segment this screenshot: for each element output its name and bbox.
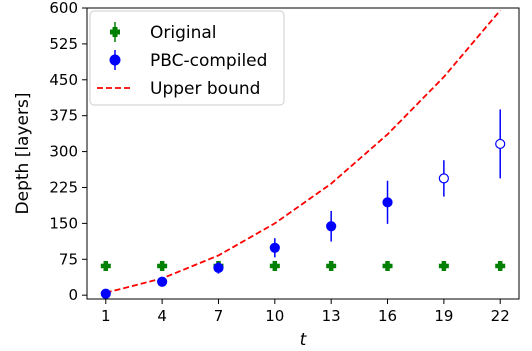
data-point-original	[382, 260, 393, 271]
y-tick-label: 300	[49, 143, 78, 161]
data-point-pbc-compiled	[382, 180, 393, 224]
data-point-original	[495, 260, 506, 271]
y-tick-label: 375	[49, 107, 78, 125]
x-tick-label: 16	[378, 307, 397, 325]
y-tick-label: 600	[49, 0, 78, 17]
plot-area-frame	[86, 7, 520, 300]
x-tick-label: 13	[322, 307, 341, 325]
data-point-pbc-compiled	[495, 109, 506, 179]
data-point-original	[157, 260, 168, 271]
y-tick-label: 0	[68, 286, 78, 304]
data-point-original	[326, 260, 337, 271]
data-point-pbc-compiled	[157, 276, 168, 287]
y-tick-label: 525	[49, 35, 78, 53]
data-point-original	[269, 260, 280, 271]
data-point-pbc-compiled	[326, 210, 337, 242]
data-point-pbc-compiled	[438, 160, 449, 197]
x-tick-label: 4	[157, 307, 167, 325]
legend-marker-pbc-compiled	[109, 50, 121, 70]
y-tick-label: 225	[49, 178, 78, 196]
x-tick-label: 22	[491, 307, 510, 325]
legend-label-upper-bound: Upper bound	[150, 79, 260, 99]
x-tick-label: 1	[101, 307, 111, 325]
y-tick-label: 450	[49, 71, 78, 89]
legend-marker-original	[110, 22, 120, 42]
legend-box	[89, 10, 285, 106]
x-axis-label: t	[300, 330, 308, 350]
data-point-pbc-compiled	[269, 238, 280, 258]
plot-series	[100, 9, 506, 299]
data-point-original	[438, 260, 449, 271]
x-tick-label: 7	[214, 307, 224, 325]
y-tick-label: 75	[59, 250, 78, 268]
y-axis-label: Depth [layers]	[13, 93, 33, 215]
legend-label-pbc-compiled: PBC-compiled	[150, 51, 267, 71]
series-line-upper-bound	[105, 9, 501, 294]
axis-ticks: 1 4 7 10 13 16 19 22 0 75 150 225 300 375 450 525 600	[49, 0, 509, 325]
data-point-pbc-compiled	[213, 262, 224, 274]
y-tick-label: 150	[49, 214, 78, 232]
legend: Original PBC-compiled Upper bound	[89, 10, 285, 106]
legend-label-original: Original	[150, 23, 217, 43]
data-point-original	[100, 260, 111, 271]
data-point-pbc-compiled	[100, 288, 111, 299]
x-tick-label: 10	[265, 307, 284, 325]
x-tick-label: 19	[434, 307, 453, 325]
